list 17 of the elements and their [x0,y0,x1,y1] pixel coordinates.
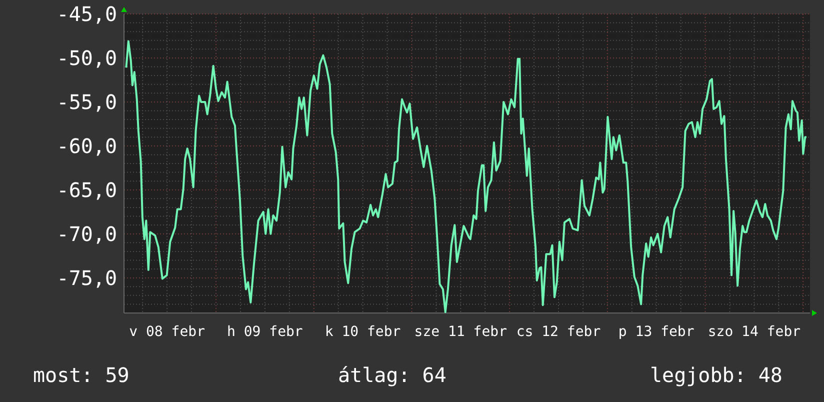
x-tick-label: h 09 febr [227,324,303,340]
y-tick-label: -75,0 [56,266,117,290]
y-tick-label: -60,0 [56,134,117,158]
y-tick-label: -70,0 [56,222,117,246]
x-tick-label: p 13 febr [618,324,694,340]
text: legjobb: 48 [650,363,782,387]
x-tick-label: k 10 febr [324,324,401,340]
x-tick-label: cs 12 febr [516,324,601,340]
x-tick-label: szo 14 febr [708,324,801,340]
y-tick-label: -50,0 [56,46,117,70]
x-tick-label: sze 11 febr [414,324,508,340]
y-tick-label: -65,0 [56,178,117,202]
text: átlag: 64 [338,363,446,387]
x-tick-label: v 08 febr [129,324,206,340]
y-tick-label: -45,0 [56,2,117,26]
y-tick-label: -55,0 [56,90,117,114]
text: most: 59 [33,363,130,387]
